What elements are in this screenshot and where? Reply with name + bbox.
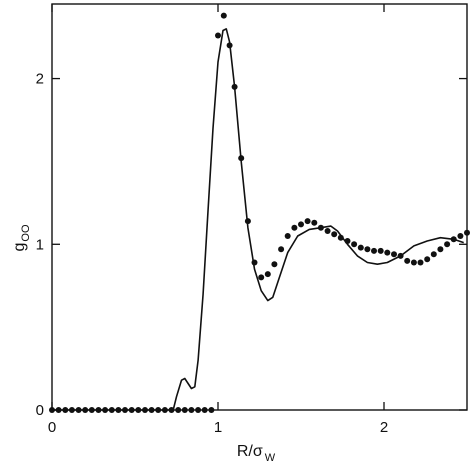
- data-point: [284, 233, 291, 239]
- data-point: [291, 224, 298, 231]
- series-line: [52, 28, 464, 411]
- data-point: [215, 32, 221, 39]
- data-point: [404, 257, 411, 264]
- data-point: [122, 407, 128, 413]
- data-point: [62, 407, 69, 413]
- data-point: [188, 407, 195, 413]
- data-point: [68, 407, 75, 413]
- data-point: [175, 407, 182, 413]
- data-point: [220, 12, 227, 19]
- data-point: [108, 407, 115, 413]
- data-point: [371, 247, 377, 254]
- data-point: [75, 407, 82, 413]
- x-tick-label: 0: [48, 419, 56, 436]
- data-point: [244, 218, 251, 225]
- data-point: [437, 246, 444, 253]
- tick-layer: 0 1 2 0 1 2: [36, 4, 467, 436]
- data-point: [82, 407, 89, 413]
- x-axis-title: R/σ W: [237, 443, 276, 464]
- plot-frame: [51, 3, 468, 411]
- data-point: [135, 407, 142, 413]
- data-point: [364, 246, 371, 253]
- y-axis-title: gOO: [11, 224, 32, 251]
- data-point: [115, 407, 122, 413]
- x-axis-title-main: R/σ: [237, 443, 263, 460]
- marker-series-layer: [49, 12, 470, 413]
- y-axis-title-subscript: OO: [20, 224, 32, 242]
- data-point: [142, 407, 148, 413]
- data-point: [311, 219, 318, 226]
- data-point: [95, 407, 102, 413]
- data-point: [391, 251, 397, 258]
- data-point: [168, 407, 175, 413]
- line-series-layer: [52, 28, 464, 411]
- data-point: [102, 407, 109, 413]
- data-point: [317, 224, 324, 231]
- data-point: [377, 247, 384, 254]
- plot-border: [51, 3, 468, 411]
- data-point: [258, 274, 265, 281]
- data-point: [324, 228, 331, 234]
- data-point: [181, 407, 188, 413]
- y-tick-label: 0: [36, 402, 44, 419]
- data-point: [208, 407, 215, 413]
- data-point: [410, 259, 417, 266]
- data-point: [457, 233, 464, 239]
- y-tick-label: 2: [36, 71, 44, 88]
- data-point: [298, 221, 304, 228]
- data-point: [337, 234, 344, 241]
- data-point: [251, 259, 258, 266]
- data-point: [264, 271, 271, 278]
- data-point: [450, 236, 457, 243]
- data-point: [161, 407, 168, 413]
- x-tick-label: 2: [380, 419, 388, 436]
- data-point: [155, 407, 162, 413]
- data-point: [417, 259, 424, 266]
- data-point: [226, 42, 233, 49]
- data-point: [128, 407, 135, 413]
- data-point: [148, 407, 155, 413]
- data-point: [195, 407, 202, 413]
- data-point: [384, 249, 391, 256]
- data-point: [88, 407, 95, 413]
- data-point: [331, 231, 338, 238]
- data-point: [464, 229, 470, 236]
- data-point: [271, 261, 278, 268]
- data-point: [424, 256, 431, 263]
- x-tick-label: 1: [214, 419, 222, 436]
- data-point: [351, 241, 358, 248]
- data-point: [238, 155, 245, 162]
- data-point: [304, 218, 311, 225]
- data-point: [357, 244, 364, 251]
- data-point: [430, 251, 437, 258]
- y-tick-label: 1: [36, 236, 44, 253]
- data-point: [444, 241, 451, 248]
- data-point: [344, 238, 351, 244]
- data-point: [231, 83, 238, 90]
- data-point: [278, 246, 285, 253]
- x-axis-title-subscript: W: [265, 452, 276, 464]
- y-axis-title-main: g: [11, 243, 28, 252]
- data-point: [201, 407, 208, 413]
- data-point: [397, 252, 404, 259]
